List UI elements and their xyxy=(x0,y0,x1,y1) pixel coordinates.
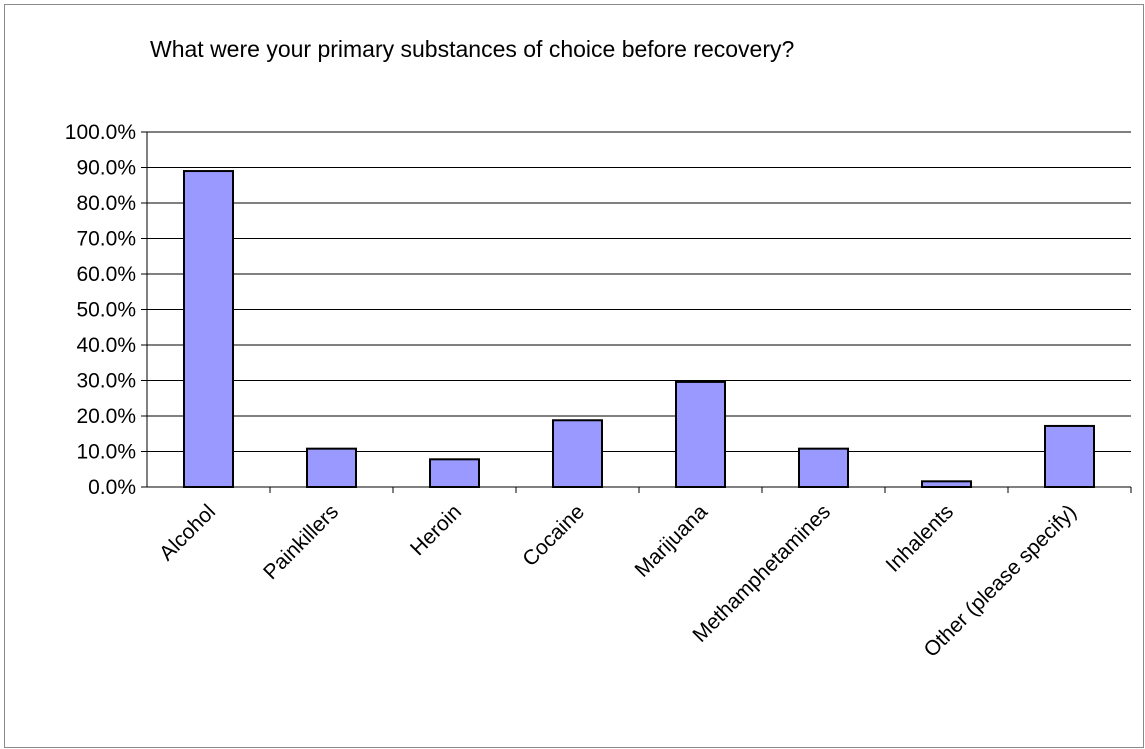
y-tick-label: 70.0% xyxy=(76,228,136,251)
x-tick-label: Methamphetamines xyxy=(688,500,835,647)
y-tick-label: 50.0% xyxy=(76,299,136,322)
gridlines xyxy=(147,131,1131,452)
y-tick-label: 80.0% xyxy=(76,192,136,215)
axes xyxy=(141,131,1132,493)
bar-methamphetamines xyxy=(798,447,849,489)
bar-alcohol xyxy=(183,170,234,489)
chart-title: What were your primary substances of cho… xyxy=(150,36,795,62)
y-tick-label: 100.0% xyxy=(65,121,136,144)
bar-painkillers xyxy=(306,447,357,489)
x-tick-labels: Alcohol Painkillers Heroin Cocaine Marijuana… xyxy=(155,500,1081,662)
bar-inhalents xyxy=(921,480,972,489)
x-tick-label: Marijuana xyxy=(631,500,713,582)
bars xyxy=(183,170,1095,489)
bar-cocaine xyxy=(552,419,603,489)
bar-heroin xyxy=(429,458,480,488)
x-tick-label: Heroin xyxy=(406,500,466,560)
y-tick-label: 60.0% xyxy=(76,263,136,286)
bar-other-please-specify xyxy=(1044,424,1095,489)
y-tick-label: 30.0% xyxy=(76,370,136,393)
x-tick-label: Inhalents xyxy=(882,500,959,577)
y-tick-labels: 0.0% 10.0% 20.0% 30.0% 40.0% 50.0% 60.0% 70.0% 8… xyxy=(65,121,136,499)
y-tick-label: 40.0% xyxy=(76,334,136,357)
x-tick-label: Cocaine xyxy=(518,500,589,571)
bar-marijuana xyxy=(675,380,726,489)
y-tick-label: 90.0% xyxy=(76,157,136,180)
x-tick-label: Alcohol xyxy=(155,500,220,565)
y-tick-label: 10.0% xyxy=(76,441,136,464)
y-tick-label: 0.0% xyxy=(88,476,136,499)
x-tick-label: Painkillers xyxy=(259,500,343,584)
y-tick-label: 20.0% xyxy=(76,405,136,428)
